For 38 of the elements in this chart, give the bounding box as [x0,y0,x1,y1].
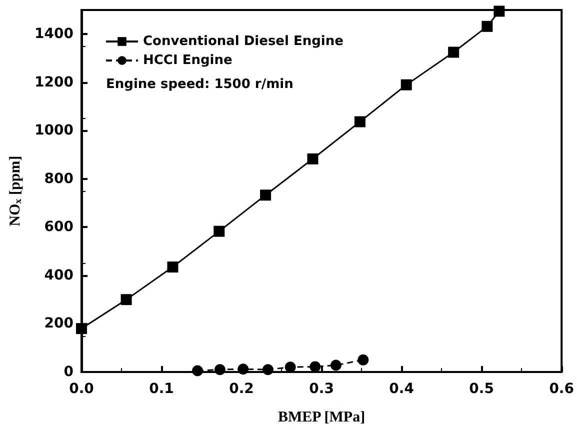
point [354,116,366,128]
y-tick-label: 200 [44,316,74,332]
x-tick-label: 0.0 [69,381,94,397]
x-tick-label: 0.4 [389,381,414,397]
y-tick-label: 1400 [34,26,74,42]
point [76,323,87,334]
y-tick-label: 800 [44,170,74,187]
legend-label: HCCI Engine [143,53,232,68]
x-tick-label: 0.2 [229,381,254,397]
point [482,20,493,32]
y-tick-label: 400 [44,267,74,284]
point [120,294,132,306]
annotation: Engine speed: 1500 r/min [106,77,294,92]
y-tick-label: 600 [44,219,74,236]
point [400,79,412,90]
point [238,364,249,375]
point [358,354,369,366]
point [167,262,178,273]
legend-label: Conventional Diesel Engine [143,34,344,49]
point [330,360,342,371]
y-tick-label: 1000 [34,122,74,139]
point [307,153,318,164]
point [214,226,225,237]
x-tick-label: 0.6 [549,381,574,397]
y-tick-label: 0 [64,364,74,380]
x-tick-label: 0.1 [149,381,174,397]
x-tick-label: 0.5 [469,381,494,397]
point [214,364,226,376]
y-axis-title: NOx [ppm] [8,156,24,226]
y-tick-label: 1200 [34,74,74,90]
point [494,6,505,17]
point [192,365,204,376]
point [262,364,274,376]
x-tick-label: 0.3 [309,381,334,397]
point [260,190,272,201]
point [448,46,460,58]
point [310,361,321,372]
x-axis-title: BMEP [MPa] [278,410,366,426]
